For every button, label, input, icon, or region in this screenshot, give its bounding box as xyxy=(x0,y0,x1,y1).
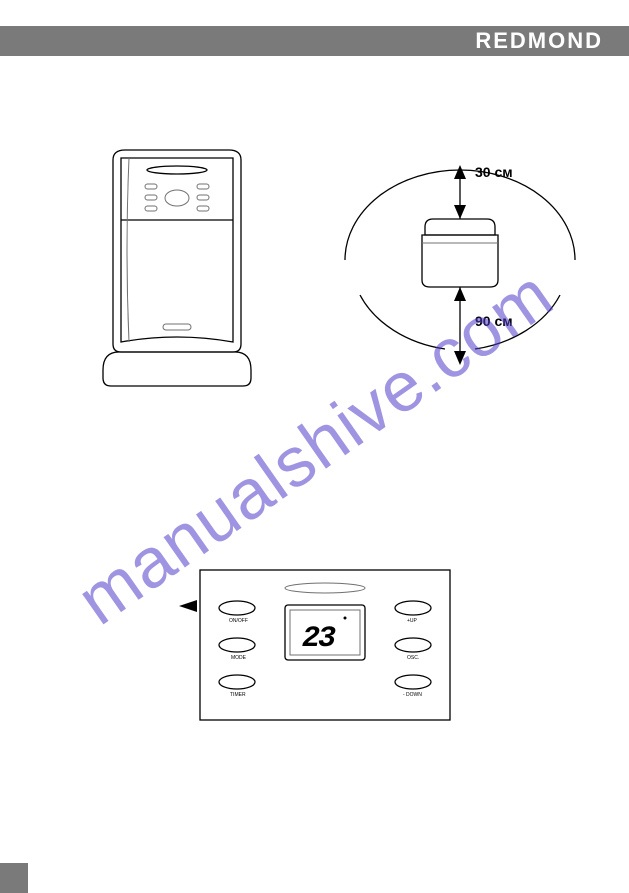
btn-r1: OSC. xyxy=(407,655,419,661)
btn-l2: TIMER xyxy=(230,692,246,698)
brand-logo: REDMOND xyxy=(475,28,603,54)
btn-r0: +UP xyxy=(407,618,418,624)
btn-l1: MODE xyxy=(231,655,247,661)
distance-diagram xyxy=(330,135,590,375)
heater-illustration xyxy=(85,140,285,400)
footer-mark xyxy=(0,863,28,893)
btn-l0: ON/OFF xyxy=(229,618,248,624)
distance-top-label: 30 см xyxy=(475,164,513,180)
control-panel-illustration: 23 ON/OFF MODE TIMER +UP OSC. - DOWN xyxy=(175,560,465,730)
btn-r2: - DOWN xyxy=(403,692,422,698)
distance-bottom-label: 90 см xyxy=(475,313,513,329)
lcd-value: 23 xyxy=(302,622,336,656)
